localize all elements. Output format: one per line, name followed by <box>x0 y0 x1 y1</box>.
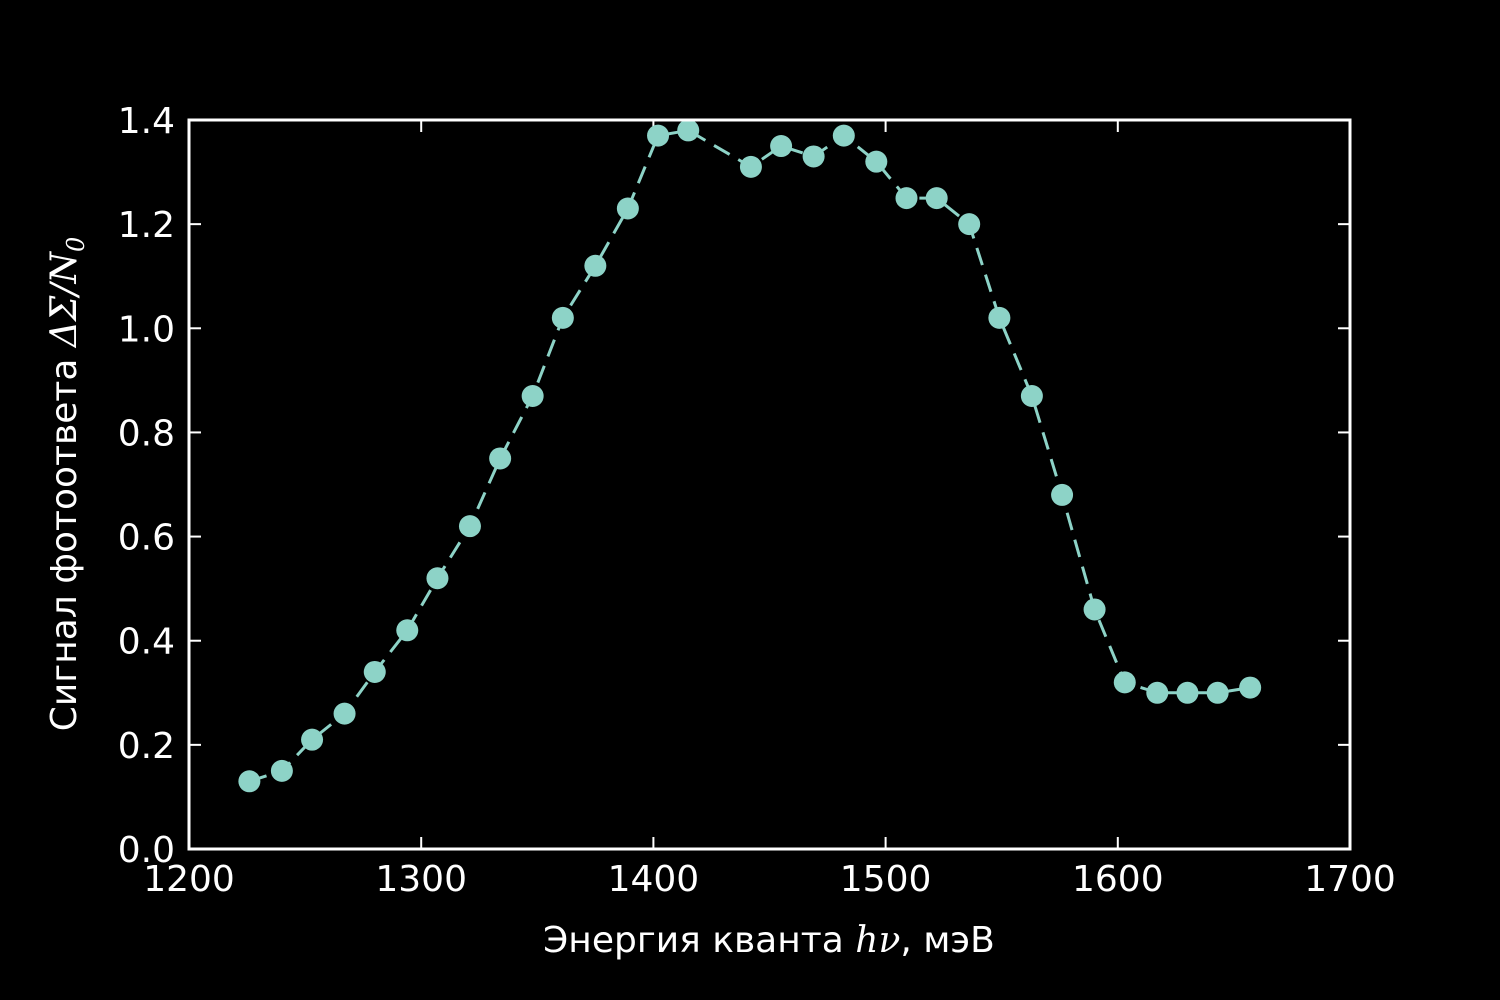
data-point <box>677 119 700 142</box>
data-point <box>1020 384 1043 407</box>
y-tick-label: 1.0 <box>118 309 175 350</box>
data-point <box>1051 483 1074 506</box>
data-point <box>770 135 793 158</box>
tick-labels: 1200 1300 1400 1500 1600 1700 0.0 0.2 0.4 0.6 0.8 1… <box>118 101 1396 900</box>
y-tick-label: 0.2 <box>118 726 175 767</box>
data-point <box>647 124 670 147</box>
data-series <box>238 119 1262 793</box>
x-tick-label: 1400 <box>608 859 700 900</box>
y-tick-label: 1.2 <box>118 205 175 246</box>
x-tick-label: 1300 <box>375 859 467 900</box>
x-tick-label: 1700 <box>1304 859 1396 900</box>
data-point <box>616 197 639 220</box>
y-axis-label: Сигнал фотоответа ΔΣ/N0 <box>44 237 90 732</box>
data-point <box>333 702 356 725</box>
data-point <box>1083 598 1106 621</box>
data-point <box>1146 681 1169 704</box>
data-point <box>895 187 918 210</box>
y-tick-label: 0.0 <box>118 830 175 871</box>
data-point <box>426 567 449 590</box>
data-point <box>238 770 261 793</box>
data-point <box>832 124 855 147</box>
data-point <box>1206 681 1229 704</box>
data-point <box>270 759 293 782</box>
y-tick-label: 0.6 <box>118 518 175 559</box>
data-point <box>739 155 762 178</box>
y-tick-label: 1.4 <box>118 101 175 142</box>
data-point <box>958 213 981 236</box>
y-tick-label: 0.8 <box>118 413 175 454</box>
plot-frame <box>187 118 1352 851</box>
x-tick-label: 1600 <box>1072 859 1164 900</box>
data-point <box>551 306 574 329</box>
x-axis-label: Энергия кванта hν, мэВ <box>543 920 995 961</box>
data-point <box>1113 671 1136 694</box>
data-point <box>363 660 386 683</box>
data-point <box>1239 676 1262 699</box>
y-tick-label: 0.4 <box>118 622 175 663</box>
data-point <box>301 728 324 751</box>
data-point <box>988 306 1011 329</box>
data-point <box>865 150 888 173</box>
data-point <box>521 384 544 407</box>
data-point <box>925 187 948 210</box>
data-point <box>458 515 481 538</box>
data-point <box>396 619 419 642</box>
x-tick-label: 1500 <box>840 859 932 900</box>
x-tick-label: 1200 <box>143 859 235 900</box>
data-point <box>584 254 607 277</box>
data-point <box>802 145 825 168</box>
data-point <box>489 447 512 470</box>
data-point <box>1176 681 1199 704</box>
